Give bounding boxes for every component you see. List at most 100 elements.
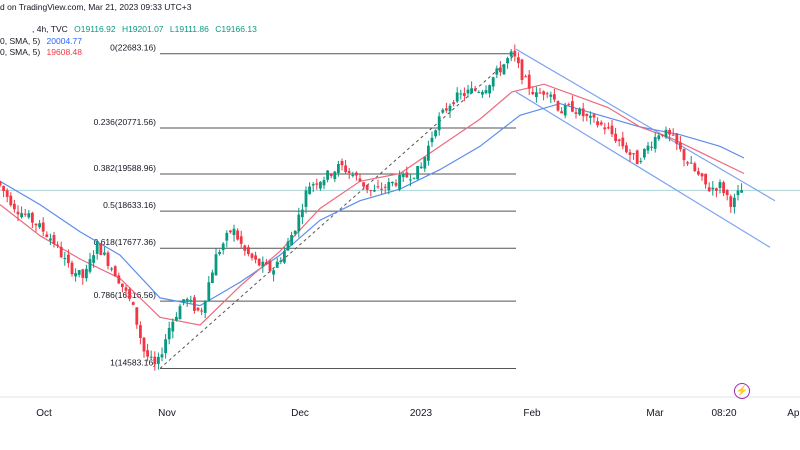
candle-body xyxy=(365,184,369,190)
fib-level-label: 0.5(18633.16) xyxy=(103,200,156,210)
candle-body xyxy=(391,181,394,184)
candle-body xyxy=(308,186,311,195)
candle-body xyxy=(628,152,632,156)
candle-body xyxy=(268,261,272,272)
candle-body xyxy=(63,257,67,259)
candle-body xyxy=(614,133,617,141)
candle-body xyxy=(139,325,142,338)
candle-body xyxy=(657,135,661,140)
time-axis[interactable]: Oct Nov Dec 2023 Feb Mar 08:20 Apr xyxy=(36,408,800,419)
candle-body xyxy=(52,234,56,245)
candle-body xyxy=(110,268,113,270)
candle-body xyxy=(668,129,671,135)
candle-body xyxy=(481,91,484,95)
fib-trend-line[interactable] xyxy=(159,53,517,369)
candle-body xyxy=(499,67,502,73)
candle-body xyxy=(59,246,63,258)
candle-body xyxy=(427,145,430,161)
candle-body xyxy=(142,337,146,352)
candle-body xyxy=(124,287,128,291)
candle-body xyxy=(290,235,293,246)
candle-body xyxy=(718,182,722,188)
candle-body xyxy=(293,230,297,235)
candle-body xyxy=(175,316,178,321)
fib-level-label: 0.786(16316.56) xyxy=(94,290,157,300)
candle-body xyxy=(355,172,358,176)
candle-body xyxy=(664,129,668,138)
sma-legend-2[interactable]: 0, SMA, 5) 19608.48 xyxy=(0,47,86,58)
candle-body xyxy=(589,115,592,118)
candle-body xyxy=(675,133,679,144)
candle-body xyxy=(239,236,243,244)
candle-body xyxy=(682,149,686,161)
channel-lower-line xyxy=(515,91,771,248)
x-tick-label: Dec xyxy=(291,408,309,419)
candle-body xyxy=(452,102,455,105)
candle-body xyxy=(556,101,560,111)
candle-body xyxy=(261,261,265,267)
candle-body xyxy=(131,302,135,305)
fib-level-label: 0.382(19588.96) xyxy=(94,163,157,173)
candle-body xyxy=(455,92,459,102)
candle-body xyxy=(232,228,236,236)
candle-body xyxy=(466,89,470,94)
x-tick-label: 2023 xyxy=(410,408,433,419)
candle-body xyxy=(477,91,481,93)
candle-body xyxy=(484,90,488,94)
candle-body xyxy=(383,186,387,188)
x-tick-label: Mar xyxy=(646,408,664,419)
candle-body xyxy=(535,92,538,98)
candle-body xyxy=(103,252,106,255)
candle-body xyxy=(563,105,567,116)
candle-body xyxy=(203,300,207,313)
candle-body xyxy=(20,213,23,218)
candle-body xyxy=(686,162,689,164)
candle-body xyxy=(715,188,718,191)
candle-body xyxy=(38,223,41,228)
sma-legend-1[interactable]: 0, SMA, 5) 20004.77 xyxy=(0,36,86,47)
candle-body xyxy=(373,189,376,192)
candle-body xyxy=(679,142,682,150)
descending-channel[interactable] xyxy=(515,48,776,248)
candle-body xyxy=(322,180,326,186)
candle-body xyxy=(45,234,49,237)
candle-body xyxy=(77,270,81,275)
chart-header-line-1: d on TradingView.com, Mar 21, 2023 09:33… xyxy=(0,2,191,13)
candle-body xyxy=(70,262,74,275)
candle-body xyxy=(182,299,185,303)
candle-body xyxy=(49,238,52,241)
candle-body xyxy=(74,273,77,277)
candle-body xyxy=(700,173,704,177)
candle-body xyxy=(509,51,513,57)
candle-body xyxy=(491,77,495,87)
candle-body xyxy=(16,211,20,215)
candle-body xyxy=(207,282,211,302)
candle-body xyxy=(275,261,279,268)
fib-level-label: 0(22683.16) xyxy=(110,43,156,53)
candle-body xyxy=(351,174,355,176)
candle-body xyxy=(218,251,221,254)
candle-body xyxy=(196,307,200,311)
candle-body xyxy=(5,190,9,197)
candle-body xyxy=(707,187,711,192)
header-interval: , 4h, TVC xyxy=(32,24,68,34)
fib-level-label: 0.618(17677.36) xyxy=(94,237,157,247)
candle-body xyxy=(67,254,70,264)
candle-body xyxy=(736,190,740,196)
candle-body xyxy=(297,214,301,232)
candle-body xyxy=(157,356,160,364)
x-tick-label: Nov xyxy=(158,408,176,419)
candle-body xyxy=(470,88,473,94)
candle-body xyxy=(398,174,401,190)
candle-body xyxy=(171,321,175,332)
candle-body xyxy=(369,190,373,192)
candle-body xyxy=(121,283,124,288)
candle-body xyxy=(225,232,229,241)
lightning-icon[interactable]: ⚡ xyxy=(734,383,750,399)
candle-body xyxy=(95,240,99,254)
fibonacci-retracement[interactable]: 0(22683.16) 0.236(20771.56) 0.382(19588.96… xyxy=(94,43,516,369)
sma2-label: 0, SMA, 5) xyxy=(0,47,41,57)
candle-body xyxy=(419,166,423,169)
candle-body xyxy=(405,172,409,178)
